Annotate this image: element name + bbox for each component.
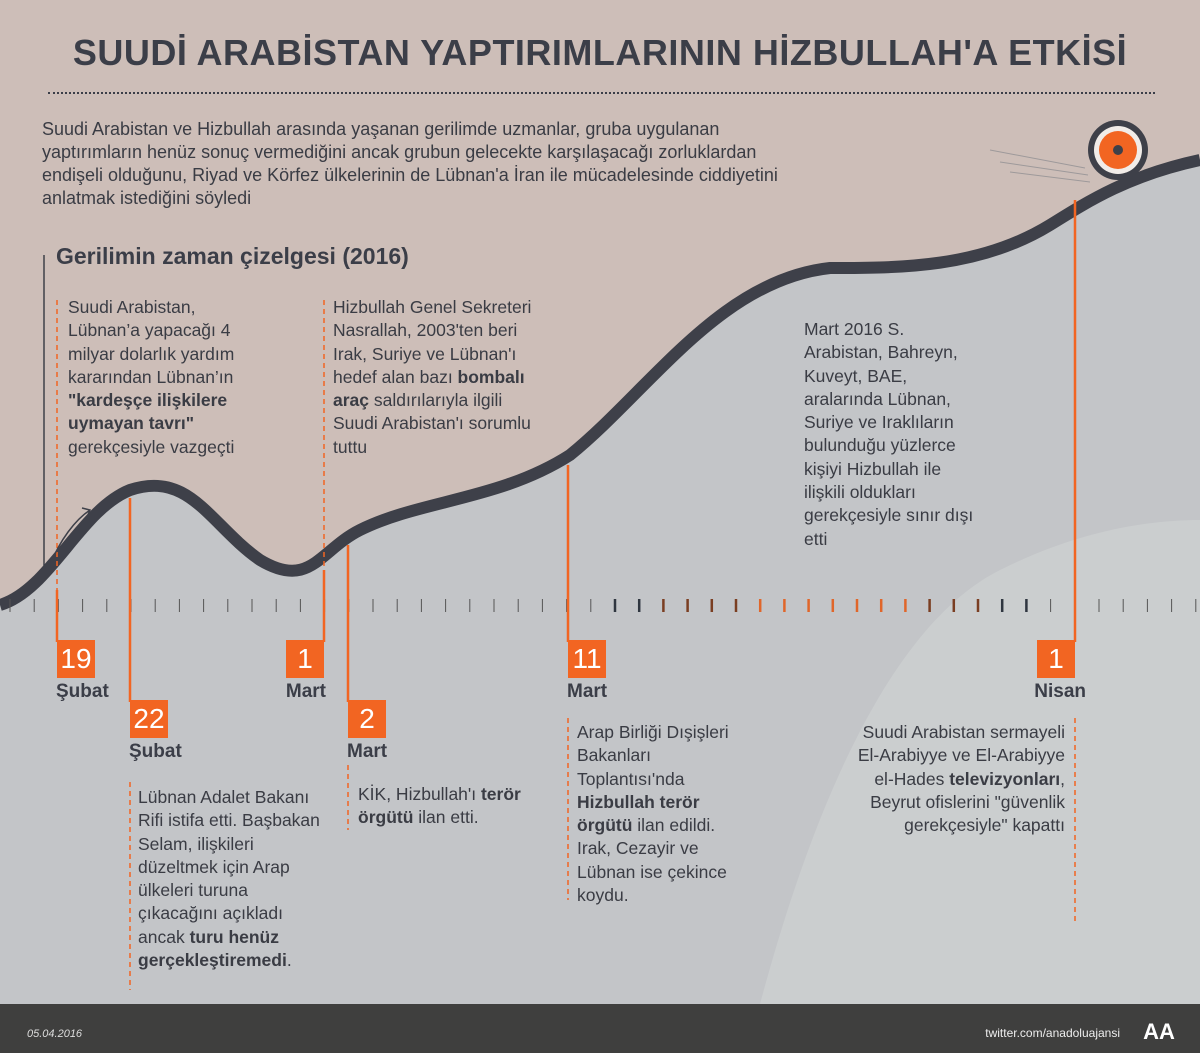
- date-box: 1: [1037, 640, 1075, 678]
- background-graphic: [0, 0, 1200, 1004]
- date-box: 1: [286, 640, 324, 678]
- month-label: Şubat: [129, 741, 182, 762]
- text-span: saldırılarıyla ilgili Suudi Arabistan'ı …: [333, 390, 531, 457]
- month-label: Nisan: [1034, 681, 1086, 702]
- month-label: Mart: [347, 741, 388, 762]
- event-text: Lübnan Adalet Bakanı Rifi istifa etti. B…: [138, 786, 328, 972]
- month-label: Mart: [567, 681, 608, 702]
- timeline-subtitle: Gerilimin zaman çizelgesi (2016): [56, 243, 409, 269]
- footer-date: 05.04.2016: [27, 1028, 83, 1040]
- date-box: 19: [57, 640, 95, 678]
- footer: 05.04.2016 twitter.com/anadoluajansi AA: [0, 1004, 1200, 1053]
- event-text: Suudi Arabistan sermayeli El-Arabiyye ve…: [855, 721, 1065, 837]
- text-span: ilan etti.: [413, 807, 479, 828]
- intro-text: Suudi Arabistan ve Hizbullah arasında ya…: [42, 119, 778, 208]
- title-divider: [48, 92, 1155, 94]
- twitter-link[interactable]: twitter.com/anadoluajansi: [985, 1026, 1120, 1040]
- event-text: KİK, Hizbullah'ı terör örgütü ilan etti.: [358, 783, 548, 830]
- bold-text: bombalı araç: [333, 366, 525, 411]
- event-text: Suudi Arabistan, Lübnan’a yapacağı 4 mil…: [68, 296, 268, 459]
- bold-text: turu henüz gerçekleştiremedi: [138, 926, 287, 971]
- month-label: Mart: [285, 681, 326, 702]
- event-text: Hizbullah Genel Sekreteri Nasrallah, 200…: [333, 296, 548, 459]
- event-text: Arap Birliği Dışişleri Bakanları Toplant…: [577, 721, 752, 907]
- text-span: gerekçesiyle vazgeçti: [68, 436, 235, 457]
- month-label: Şubat: [56, 681, 109, 702]
- text-span: ilan edildi. Irak, Cezayir ve Lübnan ise…: [577, 815, 727, 906]
- text-span: .: [286, 950, 292, 971]
- text-span: , Beyrut ofislerini "güvenlik gerekçesiy…: [870, 768, 1065, 836]
- bold-text: "kardeşçe ilişkilere uymayan tavrı": [68, 390, 228, 434]
- text-span: Hizbullah Genel Sekreteri Nasrallah, 200…: [333, 297, 532, 387]
- bold-text: terör örgütü: [358, 784, 521, 828]
- march-note: Mart 2016 S. Arabistan, Bahreyn, Kuveyt,…: [804, 319, 974, 549]
- upper-region: [0, 0, 1200, 605]
- bold-text: televizyonları: [949, 768, 1061, 789]
- text-span: Lübnan Adalet Bakanı Rifi istifa etti. B…: [138, 787, 320, 947]
- timeline-curve: [0, 154, 1200, 611]
- arrow-icon: [43, 255, 92, 566]
- text-span: Suudi Arabistan, Lübnan’a yapacağı 4 mil…: [68, 297, 235, 387]
- bold-text: Hizbullah terör örgütü: [577, 791, 700, 836]
- date-box: 2: [348, 700, 386, 738]
- text-span: KİK, Hizbullah'ı: [358, 784, 481, 804]
- text-span: Suudi Arabistan sermayeli El-Arabiyye ve…: [857, 722, 1065, 789]
- text-span: Arap Birliği Dışişleri Bakanları Toplant…: [577, 722, 729, 789]
- page-title: SUUDİ ARABİSTAN YAPTIRIMLARININ HİZBULLA…: [72, 32, 1128, 73]
- date-box: 11: [568, 640, 606, 678]
- date-box: 22: [130, 700, 168, 738]
- aa-logo-icon: AA: [1143, 1019, 1175, 1044]
- event-lines: [55, 200, 1077, 990]
- timeline-ticks: [9, 599, 1197, 612]
- light-region: [760, 520, 1200, 1004]
- ball-icon: [989, 120, 1148, 183]
